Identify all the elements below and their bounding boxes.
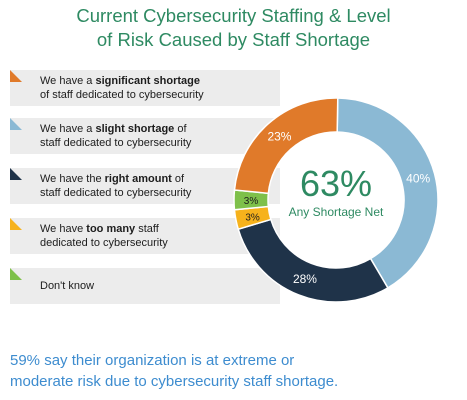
legend-marker-icon (10, 168, 22, 180)
legend-text-bold: too many (86, 223, 136, 235)
slice-slight-shortage (336, 97, 439, 289)
legend-item-significant-shortage: We have a significant shortage of staff … (10, 70, 280, 106)
legend-item-right-amount: We have the right amount of staff dedica… (10, 168, 280, 204)
footnote: 59% say their organization is at extreme… (10, 350, 450, 392)
legend-text: Don't know (40, 279, 94, 293)
legend-text-line-2: dedicated to cybersecurity (40, 237, 168, 249)
slice-dont-know-label: 3% (244, 196, 259, 207)
slice-too-many-label: 3% (245, 212, 260, 223)
legend-text-pre: We have (40, 223, 87, 235)
legend-text-post: of (171, 173, 185, 185)
legend-text-pre: Don't know (40, 280, 95, 292)
footnote-line-2: moderate risk due to cybersecurity staff… (10, 373, 339, 390)
legend-text-pre: We have a (40, 123, 96, 135)
legend-marker-icon (10, 268, 22, 280)
legend-text-bold: right amount (104, 173, 172, 185)
legend-marker-icon (10, 118, 22, 130)
legend-text-post: of (174, 123, 187, 135)
legend-text-pre: We have the (40, 173, 105, 185)
legend-text-line-2: staff dedicated to cybersecurity (40, 187, 192, 199)
slice-slight-shortage-label: 40% (406, 171, 430, 185)
legend-item-dont-know: Don't know (10, 268, 280, 304)
slice-significant-shortage-label: 23% (267, 130, 291, 144)
chart-title: Current Cybersecurity Staffing & Level o… (0, 4, 467, 52)
chart-title-line-2: of Risk Caused by Staff Shortage (96, 29, 371, 50)
center-value: 63% (300, 163, 372, 204)
slice-significant-shortage (233, 97, 339, 195)
legend-marker-icon (10, 70, 22, 82)
legend-text: We have too many staff dedicated to cybe… (40, 222, 168, 250)
legend-text-line-2: of staff dedicated to cybersecurity (40, 89, 204, 101)
legend-text-line-2: staff dedicated to cybersecurity (40, 137, 192, 149)
legend-text-post: staff (135, 223, 159, 235)
legend-text: We have a significant shortage of staff … (40, 74, 204, 102)
legend-item-too-many: We have too many staff dedicated to cybe… (10, 218, 280, 254)
slice-right-amount-label: 28% (293, 272, 317, 286)
legend-text: We have a slight shortage of staff dedic… (40, 122, 191, 150)
legend-item-slight-shortage: We have a slight shortage of staff dedic… (10, 118, 280, 154)
legend-marker-icon (10, 218, 22, 230)
legend-text-pre: We have a (40, 75, 96, 87)
center-label: Any Shortage Net (289, 205, 384, 219)
legend-text: We have the right amount of staff dedica… (40, 172, 191, 200)
footnote-line-1: 59% say their organization is at extreme… (10, 352, 295, 369)
chart-title-line-1: Current Cybersecurity Staffing & Level (76, 5, 391, 26)
legend-text-bold: slight shortage (95, 123, 175, 135)
legend-text-bold: significant shortage (95, 75, 200, 87)
slice-right-amount (237, 218, 389, 303)
